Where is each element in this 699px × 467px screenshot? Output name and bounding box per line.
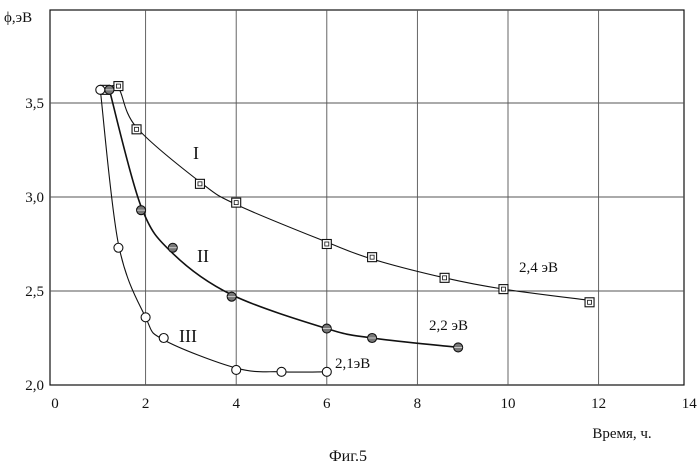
x-tick-label: 14 (682, 396, 698, 412)
data-point (168, 243, 177, 252)
y-tick-label: 3,5 (25, 96, 44, 112)
data-point (322, 367, 331, 376)
series-curve-2 (109, 90, 458, 348)
x-tick-label: 2 (142, 396, 150, 412)
data-point (159, 334, 168, 343)
data-point-marker (440, 273, 449, 282)
x-tick-label: 4 (232, 396, 240, 412)
data-point (322, 324, 331, 333)
data-point (585, 298, 594, 307)
x-axis-label: Время, ч. (592, 426, 651, 442)
data-point (114, 243, 123, 252)
data-point-marker (499, 285, 508, 294)
y-tick-label: 3,0 (25, 190, 44, 206)
y-tick-label: 2,5 (25, 284, 44, 300)
x-tick-label: 0 (51, 396, 59, 412)
data-point (499, 285, 508, 294)
series-annotation-1: 2,4 эВ (519, 260, 558, 276)
plot-frame (50, 10, 684, 385)
data-point (454, 343, 463, 352)
data-point (368, 334, 377, 343)
data-point (322, 240, 331, 249)
data-point (137, 206, 146, 215)
x-tick-label: 10 (501, 396, 516, 412)
data-point (232, 365, 241, 374)
y-tick-label: 2,0 (25, 378, 44, 394)
data-point (141, 313, 150, 322)
data-point-marker (232, 198, 241, 207)
data-point-marker (368, 253, 377, 262)
x-tick-label: 12 (591, 396, 606, 412)
data-point (96, 85, 105, 94)
series-label-3: III (179, 326, 197, 346)
data-point (277, 367, 286, 376)
data-point-marker (114, 82, 123, 91)
data-point (105, 85, 114, 94)
data-point (232, 198, 241, 207)
data-point (368, 253, 377, 262)
figure-caption: Фиг.5 (329, 448, 367, 465)
data-point-marker (132, 125, 141, 134)
data-point-marker (322, 240, 331, 249)
x-tick-label: 8 (414, 396, 422, 412)
data-point-marker (195, 179, 204, 188)
data-point (114, 82, 123, 91)
x-tick-label: 6 (323, 396, 331, 412)
data-point (132, 125, 141, 134)
data-point-marker (585, 298, 594, 307)
series-label-1: I (193, 143, 199, 163)
data-point (440, 273, 449, 282)
data-point (227, 292, 236, 301)
series-curve-1 (105, 86, 590, 301)
series-annotation-2: 2,2 эВ (429, 318, 468, 334)
series-label-2: II (197, 246, 209, 266)
series-annotation-3: 2,1эВ (335, 356, 370, 372)
data-point (195, 179, 204, 188)
y-axis-label: ϕ,эВ (4, 10, 32, 26)
